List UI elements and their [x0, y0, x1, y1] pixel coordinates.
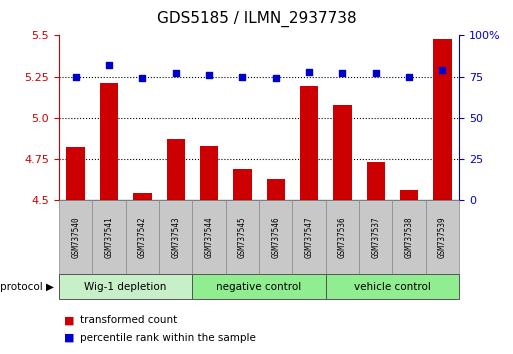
Bar	[226, 200, 259, 274]
Bar	[167, 139, 185, 200]
Bar	[333, 104, 351, 200]
Text: GSM737539: GSM737539	[438, 216, 447, 258]
Point	[171, 70, 180, 76]
Text: GSM737536: GSM737536	[338, 216, 347, 258]
Bar	[426, 200, 459, 274]
Point	[238, 74, 246, 79]
Bar	[326, 274, 459, 299]
Bar	[126, 200, 159, 274]
Point	[205, 72, 213, 78]
Bar	[200, 146, 218, 200]
Point	[371, 70, 380, 76]
Text: GSM737542: GSM737542	[138, 216, 147, 258]
Bar	[259, 200, 292, 274]
Text: ■: ■	[64, 315, 74, 325]
Text: GSM737540: GSM737540	[71, 216, 80, 258]
Bar	[92, 200, 126, 274]
Bar	[326, 200, 359, 274]
Bar	[100, 83, 118, 200]
Bar	[159, 200, 192, 274]
Text: vehicle control: vehicle control	[354, 282, 431, 292]
Bar	[367, 162, 385, 200]
Point	[305, 69, 313, 74]
Text: Wig-1 depletion: Wig-1 depletion	[85, 282, 167, 292]
Point	[338, 70, 346, 76]
Point	[271, 75, 280, 81]
Text: percentile rank within the sample: percentile rank within the sample	[80, 333, 255, 343]
Text: protocol ▶: protocol ▶	[0, 282, 54, 292]
Bar	[359, 200, 392, 274]
Text: transformed count: transformed count	[80, 315, 177, 325]
Bar	[192, 274, 326, 299]
Bar	[59, 274, 192, 299]
Text: GSM737544: GSM737544	[205, 216, 213, 258]
Bar	[233, 169, 251, 200]
Bar	[392, 200, 426, 274]
Bar	[133, 193, 151, 200]
Point	[105, 62, 113, 68]
Bar	[192, 200, 226, 274]
Text: GSM737545: GSM737545	[238, 216, 247, 258]
Text: GSM737547: GSM737547	[305, 216, 313, 258]
Bar	[400, 190, 418, 200]
Point	[138, 75, 146, 81]
Point	[438, 67, 446, 73]
Text: negative control: negative control	[216, 282, 302, 292]
Bar	[433, 39, 451, 200]
Text: GSM737543: GSM737543	[171, 216, 180, 258]
Bar	[67, 147, 85, 200]
Text: GSM737546: GSM737546	[271, 216, 280, 258]
Bar	[300, 86, 318, 200]
Point	[405, 74, 413, 79]
Bar	[292, 200, 326, 274]
Text: GSM737537: GSM737537	[371, 216, 380, 258]
Bar	[267, 179, 285, 200]
Text: GDS5185 / ILMN_2937738: GDS5185 / ILMN_2937738	[156, 11, 357, 27]
Point	[71, 74, 80, 79]
Bar	[59, 200, 92, 274]
Text: GSM737538: GSM737538	[405, 216, 413, 258]
Text: GSM737541: GSM737541	[105, 216, 113, 258]
Text: ■: ■	[64, 333, 74, 343]
